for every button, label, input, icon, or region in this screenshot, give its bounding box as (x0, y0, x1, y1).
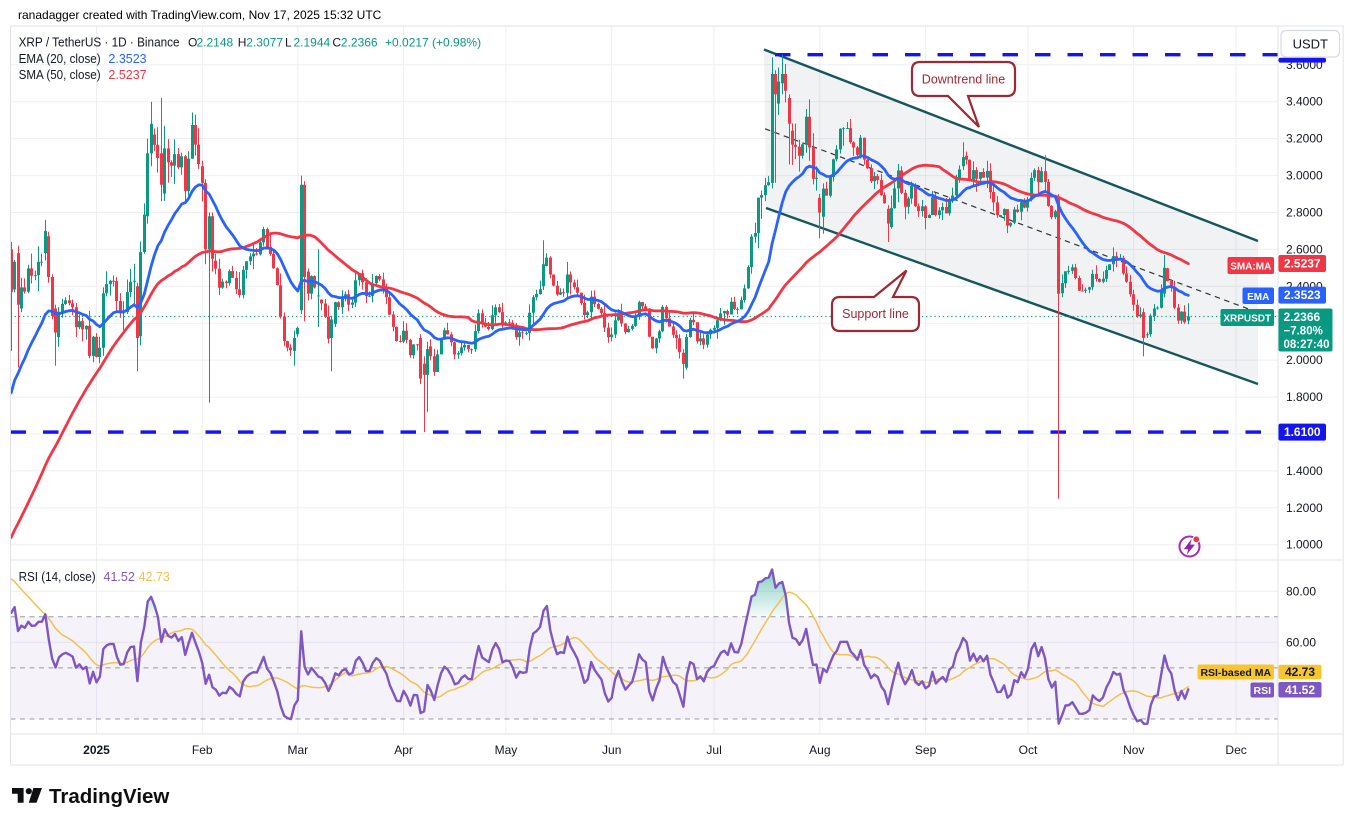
svg-text:1.8000: 1.8000 (1286, 390, 1323, 404)
svg-text:L: L (285, 36, 292, 50)
svg-text:2.0000: 2.0000 (1286, 353, 1323, 367)
svg-text:08:27:40: 08:27:40 (1284, 339, 1330, 351)
svg-text:2.8000: 2.8000 (1286, 205, 1323, 219)
svg-text:2.2366: 2.2366 (1284, 310, 1321, 324)
svg-text:2.5237: 2.5237 (108, 68, 146, 82)
svg-text:41.52: 41.52 (104, 570, 135, 584)
svg-text:2.3077: 2.3077 (246, 36, 283, 50)
svg-text:Feb: Feb (192, 743, 213, 757)
svg-text:Jun: Jun (602, 743, 621, 757)
svg-text:Nov: Nov (1123, 743, 1144, 757)
svg-text:May: May (495, 743, 518, 757)
svg-text:Mar: Mar (287, 743, 308, 757)
svg-text:42.73: 42.73 (139, 570, 170, 584)
svg-text:−7.80%: −7.80% (1284, 326, 1323, 338)
svg-text:Apr: Apr (394, 743, 413, 757)
svg-text:Downtrend line: Downtrend line (922, 73, 1005, 87)
svg-text:RSI-based MA: RSI-based MA (1200, 667, 1271, 679)
svg-text:2025: 2025 (83, 743, 110, 757)
svg-text:Sep: Sep (915, 743, 937, 757)
svg-text:+0.0217 (+0.98%): +0.0217 (+0.98%) (385, 36, 481, 50)
svg-text:Jul: Jul (706, 743, 721, 757)
svg-text:60.00: 60.00 (1286, 635, 1316, 649)
svg-text:Aug: Aug (809, 743, 830, 757)
svg-text:Support line: Support line (842, 307, 909, 321)
svg-text:41.52: 41.52 (1285, 683, 1315, 697)
svg-text:2.3523: 2.3523 (108, 52, 146, 66)
svg-text:Dec: Dec (1225, 743, 1246, 757)
svg-text:2.6000: 2.6000 (1286, 242, 1323, 256)
svg-text:O: O (188, 36, 197, 50)
svg-text:1.6100: 1.6100 (1284, 425, 1321, 439)
svg-text:2.2366: 2.2366 (341, 36, 378, 50)
svg-text:2.2148: 2.2148 (197, 36, 234, 50)
svg-text:3.0000: 3.0000 (1286, 169, 1323, 183)
svg-text:42.73: 42.73 (1285, 665, 1315, 679)
svg-text:1.2000: 1.2000 (1286, 501, 1323, 515)
svg-text:2.3523: 2.3523 (1284, 288, 1321, 302)
svg-text:ranadagger created with Tradin: ranadagger created with TradingView.com,… (18, 8, 382, 22)
svg-text:SMA:MA: SMA:MA (1230, 262, 1271, 273)
svg-text:EMA (20, close): EMA (20, close) (19, 52, 101, 66)
svg-text:XRPUSDT: XRPUSDT (1223, 314, 1271, 325)
svg-text:Oct: Oct (1019, 743, 1038, 757)
svg-text:XRP / TetherUS · 1D · Binance: XRP / TetherUS · 1D · Binance (19, 36, 180, 50)
svg-text:3.2000: 3.2000 (1286, 132, 1323, 146)
svg-text:2.1944: 2.1944 (294, 36, 331, 50)
svg-text:RSI: RSI (1253, 685, 1271, 697)
svg-text:80.00: 80.00 (1286, 584, 1316, 598)
svg-text:1.4000: 1.4000 (1286, 464, 1323, 478)
svg-text:C: C (332, 36, 341, 50)
svg-text:RSI (14, close): RSI (14, close) (19, 570, 96, 584)
svg-text:TradingView: TradingView (49, 785, 169, 808)
svg-text:EMA: EMA (1247, 292, 1269, 303)
svg-text:H: H (238, 36, 247, 50)
svg-text:1.0000: 1.0000 (1286, 538, 1323, 552)
svg-text:USDT: USDT (1293, 37, 1328, 52)
svg-text:3.4000: 3.4000 (1286, 95, 1323, 109)
svg-text:2.5237: 2.5237 (1284, 256, 1321, 270)
svg-text:SMA (50, close): SMA (50, close) (19, 68, 101, 82)
